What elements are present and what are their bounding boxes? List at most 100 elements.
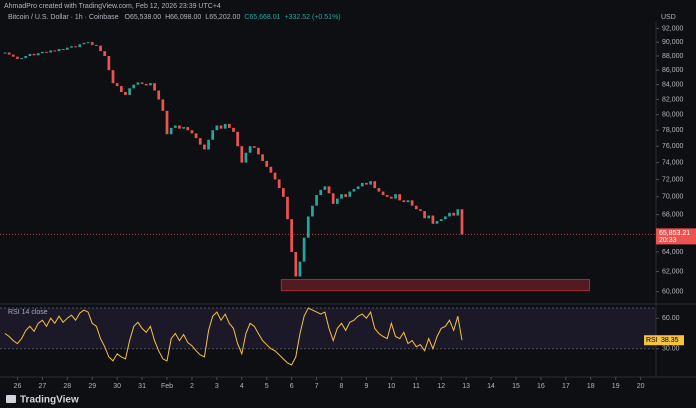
time-tick-label: 20 [637, 383, 645, 390]
time-tick-label: 18 [587, 383, 595, 390]
time-tick-label: 4 [240, 383, 244, 390]
candle [261, 154, 264, 161]
candle [103, 51, 107, 57]
candle [414, 205, 418, 210]
symbol: Bitcoin / U.S. Dollar · 1h · Coinbase [8, 14, 119, 21]
candle [265, 160, 269, 167]
candle [107, 56, 111, 71]
candle [36, 53, 40, 56]
ohlc-value: +332.52 (+0.51%) [285, 14, 341, 21]
candle [157, 90, 161, 100]
price-tick-label: 76,000 [662, 143, 684, 150]
candle [390, 196, 393, 199]
candle [149, 83, 152, 86]
candle [53, 50, 57, 52]
candle [381, 191, 385, 196]
candle [273, 172, 277, 180]
rsi-title: RSI 14 close [8, 309, 48, 316]
rsi-band [0, 308, 656, 349]
rsi-tick-label: 60.00 [662, 315, 680, 322]
candle [311, 205, 314, 217]
time-tick-label: 31 [138, 383, 146, 390]
candle [281, 188, 285, 197]
candle [340, 194, 343, 199]
rsi-line [4, 307, 463, 366]
candle [74, 46, 77, 48]
ohlc-value: H66,098.00 [165, 14, 201, 21]
candle [365, 182, 368, 185]
candle [232, 127, 235, 132]
rsi-axis-tag: RSI [646, 337, 658, 344]
time-tick-label: 27 [38, 383, 46, 390]
countdown: 20:33 [659, 237, 677, 244]
candle [49, 50, 53, 53]
time-tick-label: 19 [612, 383, 620, 390]
price-tick-label: 92,000 [662, 25, 684, 32]
price-tick-label: 88,000 [662, 53, 684, 60]
candle [327, 186, 331, 194]
logo-icon [6, 395, 16, 403]
price-tick-label: 62,000 [662, 268, 684, 275]
candle [240, 146, 244, 163]
candle [203, 144, 206, 150]
currency: USD [661, 14, 676, 21]
price-tick-label: 74,000 [662, 159, 684, 166]
candle [431, 215, 435, 224]
candle [28, 53, 32, 57]
time-tick-label: 10 [387, 383, 395, 390]
candle [236, 131, 239, 147]
candle [45, 51, 48, 53]
candle [178, 125, 181, 129]
candle [306, 216, 310, 238]
candle [439, 219, 443, 222]
candle [444, 216, 447, 220]
candle [319, 189, 323, 196]
candle [335, 198, 339, 204]
candle [78, 44, 82, 47]
price-zone [280, 278, 591, 292]
candle [223, 123, 227, 129]
credit: AhmadPro created with TradingView.com, F… [4, 3, 221, 10]
time-tick-label: 6 [290, 383, 294, 390]
candle [360, 182, 364, 187]
candle [352, 188, 356, 192]
candle [90, 42, 94, 45]
candle [356, 186, 360, 189]
candle [448, 212, 451, 217]
candle [153, 83, 156, 91]
price-tick-label: 64,000 [662, 249, 684, 256]
price-tick-label: 82,000 [662, 96, 684, 103]
candle [70, 46, 73, 48]
candle [252, 146, 256, 148]
time-tick-label: 14 [487, 383, 495, 390]
price-tick-label: 70,000 [662, 194, 684, 201]
candle [86, 42, 90, 44]
ohlc-value: L65,202.00 [205, 14, 240, 21]
candle [377, 188, 381, 192]
time-tick-label: 13 [462, 383, 470, 390]
candle [7, 52, 11, 55]
time-tick-label: 16 [537, 383, 545, 390]
candle [369, 181, 372, 185]
candle [219, 125, 223, 129]
candle [456, 209, 460, 216]
time-tick-label: 17 [562, 383, 570, 390]
rsi-value-box [644, 335, 684, 346]
logo: TradingView [6, 395, 79, 406]
candle [257, 147, 260, 155]
time-tick-label: 9 [364, 383, 368, 390]
candle [173, 125, 177, 128]
candle [211, 130, 215, 140]
time-tick-label: 8 [340, 383, 344, 390]
candle [244, 152, 248, 163]
candle [298, 261, 302, 277]
candle [385, 195, 389, 197]
candle [398, 194, 402, 201]
price-tick-label: 80,000 [662, 111, 684, 118]
ohlc-value: C65,668.01 [244, 14, 280, 21]
candle [227, 123, 231, 128]
candle [111, 70, 115, 84]
time-tick-label: 29 [88, 383, 96, 390]
candle [331, 193, 335, 204]
